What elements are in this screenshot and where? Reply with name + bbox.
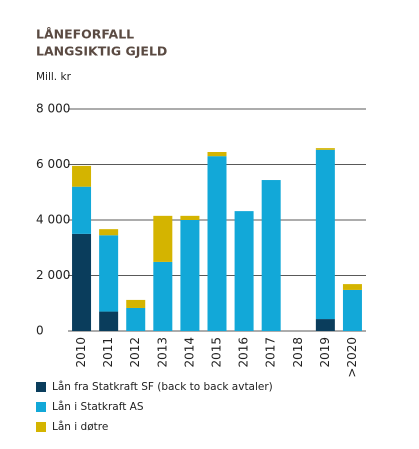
bar-segment bbox=[72, 186, 92, 234]
x-tick-label: 2013 bbox=[155, 337, 169, 368]
x-tick-label: 2017 bbox=[264, 337, 278, 368]
bar-segment bbox=[153, 215, 173, 262]
bar-segment bbox=[180, 220, 200, 331]
y-axis-label: Mill. kr bbox=[36, 71, 72, 83]
x-tick-label: 2012 bbox=[128, 337, 142, 368]
y-tick-label: 4 000 bbox=[36, 213, 70, 227]
bar-segment bbox=[153, 261, 173, 331]
x-tick-label: 2011 bbox=[101, 337, 115, 368]
y-tick-label: 8 000 bbox=[36, 102, 70, 116]
chart-title: LÅNEFORFALL bbox=[36, 27, 134, 42]
y-tick-label: 2 000 bbox=[36, 268, 70, 282]
legend-swatch bbox=[36, 382, 46, 392]
legend-swatch bbox=[36, 422, 46, 432]
bar-segment bbox=[99, 235, 119, 312]
bar-segment bbox=[261, 180, 281, 331]
bar-segment bbox=[207, 152, 227, 157]
bar-segment bbox=[126, 299, 146, 308]
bar-segment bbox=[315, 149, 335, 320]
bar-segment bbox=[315, 319, 335, 331]
x-tick-label: >2020 bbox=[345, 337, 359, 378]
legend-label: Lån fra Statkraft SF (back to back avtal… bbox=[52, 380, 273, 393]
bar-segment bbox=[342, 284, 362, 290]
legend-label: Lån i Statkraft AS bbox=[52, 400, 144, 413]
y-tick-label: 0 bbox=[36, 324, 44, 338]
bar-segment bbox=[180, 215, 200, 220]
bar-segment bbox=[207, 156, 227, 331]
x-tick-label: 2014 bbox=[182, 337, 196, 368]
x-tick-label: 2019 bbox=[318, 337, 332, 368]
bar-segment bbox=[99, 311, 119, 331]
bar-segment bbox=[315, 148, 335, 150]
bar-segment bbox=[342, 289, 362, 331]
bar-segment bbox=[126, 307, 146, 331]
legend-swatch bbox=[36, 402, 46, 412]
y-tick-label: 6 000 bbox=[36, 157, 70, 171]
bar-segment bbox=[72, 233, 92, 331]
x-tick-label: 2015 bbox=[210, 337, 224, 368]
x-tick-label: 2010 bbox=[74, 337, 88, 368]
bar-segment bbox=[99, 229, 119, 236]
bar-segment bbox=[72, 165, 92, 187]
x-tick-label: 2018 bbox=[291, 337, 305, 368]
bar-segment bbox=[234, 211, 254, 331]
x-tick-label: 2016 bbox=[237, 337, 251, 368]
legend-label: Lån i døtre bbox=[52, 420, 108, 433]
chart-title: LANGSIKTIG GJELD bbox=[36, 44, 167, 59]
